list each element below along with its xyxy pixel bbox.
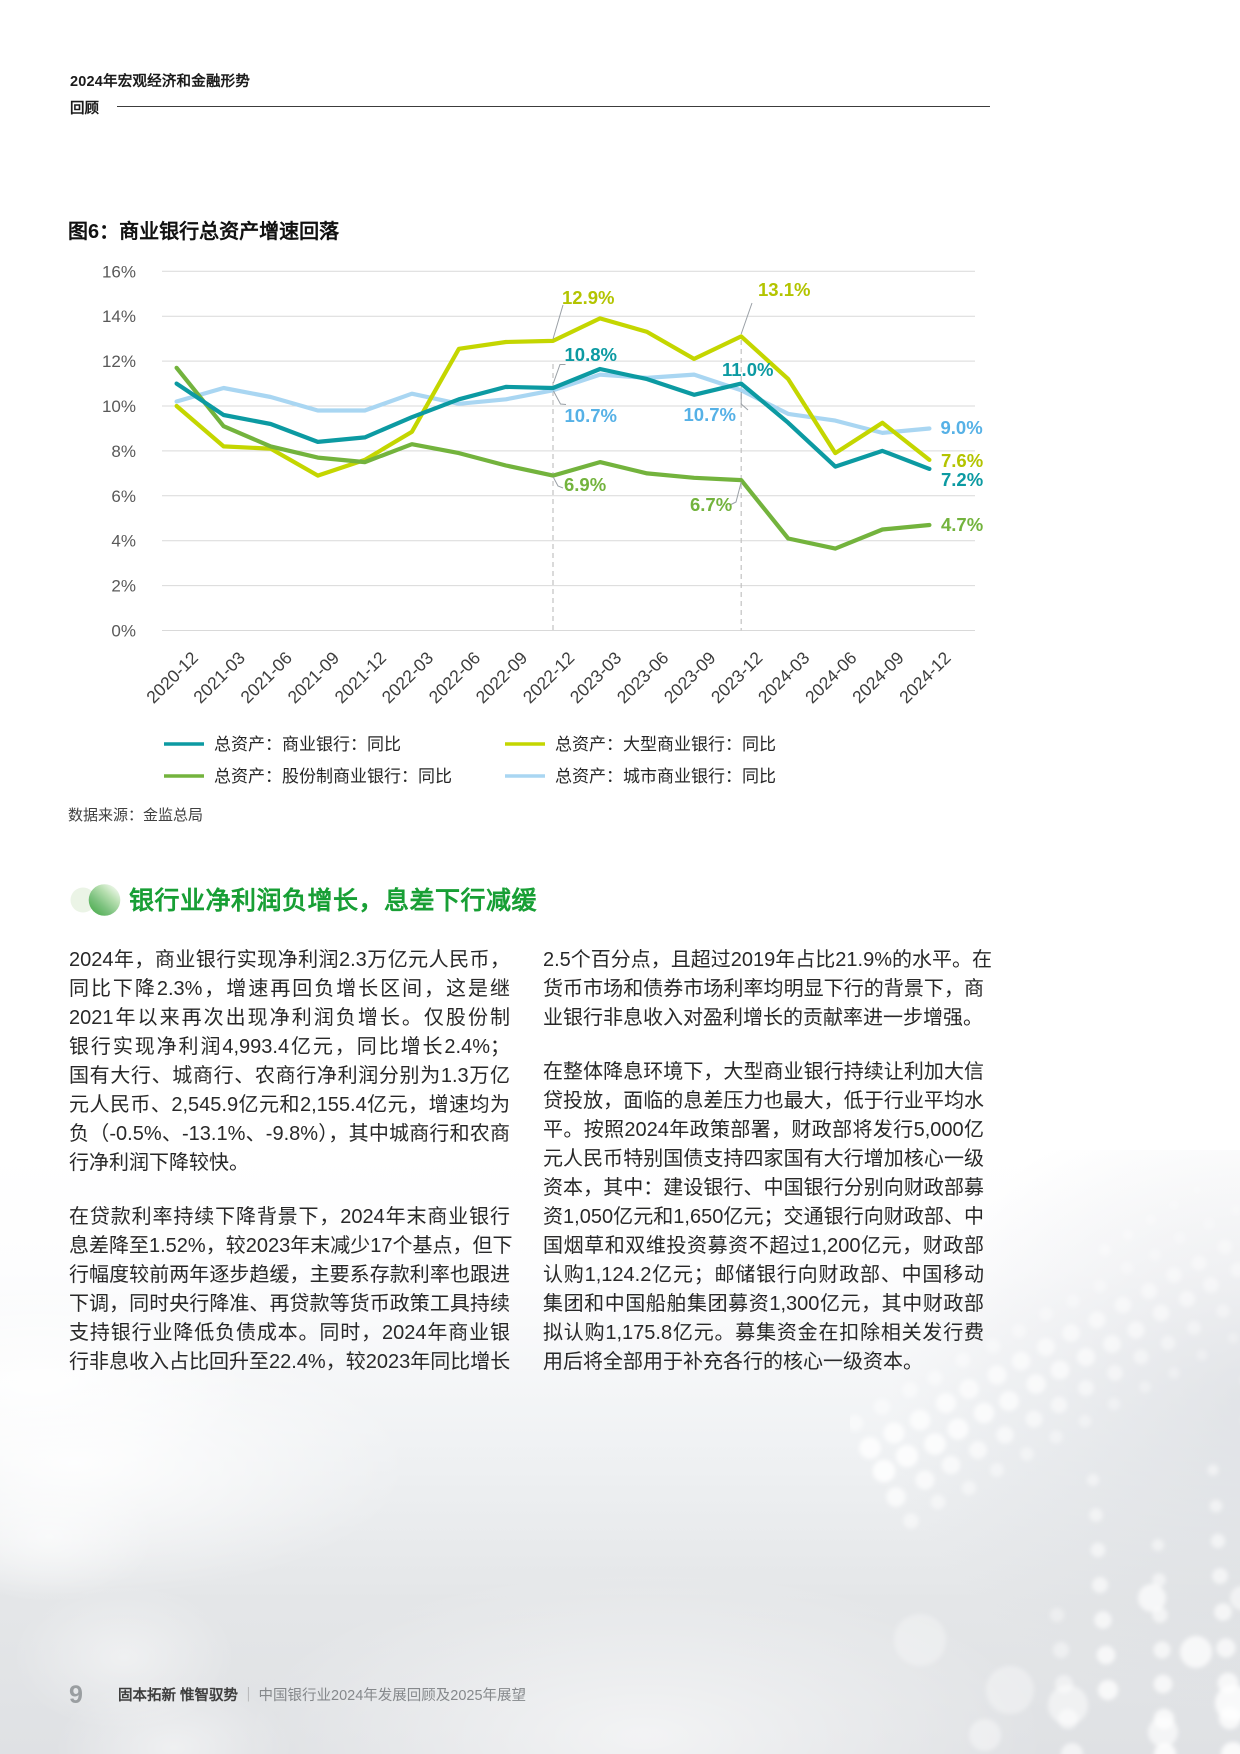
svg-text:10.8%: 10.8%	[565, 344, 617, 365]
svg-text:2023-09: 2023-09	[660, 648, 720, 708]
svg-text:2023-12: 2023-12	[707, 648, 767, 708]
svg-text:2023-03: 2023-03	[566, 648, 626, 708]
svg-text:10.7%: 10.7%	[565, 405, 617, 426]
svg-text:总资产：大型商业银行：同比: 总资产：大型商业银行：同比	[555, 735, 776, 754]
svg-text:2021-12: 2021-12	[331, 648, 391, 708]
svg-text:10%: 10%	[102, 397, 136, 416]
svg-text:10.7%: 10.7%	[684, 404, 736, 425]
svg-text:12%: 12%	[102, 352, 136, 371]
svg-text:2021-03: 2021-03	[189, 648, 249, 708]
svg-text:7.6%: 7.6%	[941, 450, 983, 471]
svg-text:2%: 2%	[111, 577, 136, 596]
svg-text:13.1%: 13.1%	[758, 279, 810, 300]
svg-text:2024-12: 2024-12	[895, 648, 955, 708]
svg-text:11.0%: 11.0%	[722, 359, 773, 380]
svg-text:16%: 16%	[102, 262, 136, 281]
svg-text:总资产：股份制商业银行：同比: 总资产：股份制商业银行：同比	[214, 767, 452, 786]
svg-text:2022-03: 2022-03	[378, 648, 438, 708]
svg-text:总资产：城市商业银行：同比: 总资产：城市商业银行：同比	[555, 767, 776, 786]
svg-text:12.9%: 12.9%	[562, 287, 614, 308]
svg-text:0%: 0%	[111, 622, 136, 641]
svg-text:2021-06: 2021-06	[236, 648, 296, 708]
svg-text:2022-09: 2022-09	[472, 648, 532, 708]
svg-text:2024-06: 2024-06	[801, 648, 861, 708]
svg-text:7.2%: 7.2%	[941, 469, 983, 490]
svg-text:4.7%: 4.7%	[941, 514, 983, 535]
svg-text:2024-03: 2024-03	[754, 648, 814, 708]
svg-text:2020-12: 2020-12	[142, 648, 202, 708]
svg-text:2023-06: 2023-06	[613, 648, 673, 708]
svg-text:2022-06: 2022-06	[425, 648, 485, 708]
svg-text:4%: 4%	[111, 532, 136, 551]
svg-text:2022-12: 2022-12	[519, 648, 579, 708]
svg-text:6%: 6%	[111, 487, 136, 506]
svg-text:9.0%: 9.0%	[941, 417, 983, 438]
svg-text:6.7%: 6.7%	[690, 494, 732, 515]
svg-text:8%: 8%	[111, 442, 136, 461]
svg-text:2021-09: 2021-09	[284, 648, 344, 708]
svg-text:14%: 14%	[102, 307, 136, 326]
svg-text:6.9%: 6.9%	[564, 474, 606, 495]
svg-text:总资产：商业银行：同比: 总资产：商业银行：同比	[214, 735, 401, 754]
svg-text:2024-09: 2024-09	[848, 648, 908, 708]
